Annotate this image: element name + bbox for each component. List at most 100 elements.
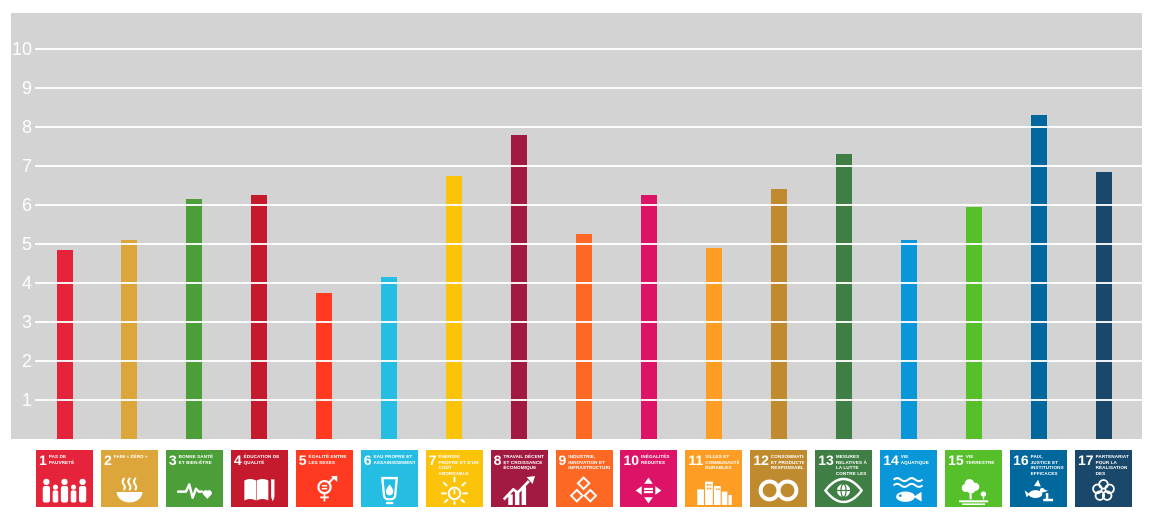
sdg-tile-head-7: 7 ÉNERGIE PROPRE ET D'UN COÛT ABORDABLE [429, 453, 480, 476]
heartbeat-heart-icon [169, 476, 220, 505]
bar-slot-sdg-8 [491, 13, 548, 439]
sdg-tile-number-9: 9 [558, 453, 567, 468]
sdg-tile-label-8: TRAVAIL DÉCENT ET CROISSANCE ÉCONOMIQUE [503, 454, 545, 470]
equality-arrows-icon [623, 476, 674, 505]
sdg-tile-head-11: 11 VILLES ET COMMUNAUTÉS DURABLES [688, 453, 739, 476]
growth-chart-icon [494, 476, 545, 505]
y-tick-label-1: 1 [21, 390, 32, 410]
gridline-9 [35, 87, 1142, 89]
sdg-tile-head-1: 1 PAS DE PAUVRETÉ [39, 453, 90, 476]
bowl-steam-icon [104, 476, 155, 505]
sdg-tile-number-1: 1 [39, 453, 47, 468]
sdg-tile-label-11: VILLES ET COMMUNAUTÉS DURABLES [705, 454, 740, 470]
sdg-tile-head-12: 12CONSOMMATION ET PRODUCTION RESPONSABLE… [753, 453, 804, 476]
sdg-tile-label-7: ÉNERGIE PROPRE ET D'UN COÛT ABORDABLE [438, 454, 479, 476]
eye-globe-icon [818, 476, 869, 505]
y-tick-label-7: 7 [21, 156, 32, 176]
sdg-tile-label-17: PARTENARIATS POUR LA RÉALISATION DES OBJ… [1095, 454, 1129, 476]
sdg-tile-label-10: INÉGALITÉS RÉDUITES [641, 454, 670, 465]
sdg-tile-number-3: 3 [168, 453, 177, 468]
sdg-tile-number-14: 14 [883, 453, 899, 468]
bars-row [36, 13, 1132, 439]
bar-sdg-3 [186, 199, 203, 439]
bar-slot-sdg-6 [361, 13, 418, 439]
sdg-tile-15: 15 VIE TERRESTRE [945, 450, 1003, 507]
y-tick-label-4: 4 [21, 273, 32, 293]
sdg-tile-2: 2 FAIM « ZÉRO » [100, 450, 158, 507]
gridline-5 [35, 243, 1142, 245]
sdg-tile-10: 10 INÉGALITÉS RÉDUITES [620, 450, 678, 507]
sdg-tile-label-13: MESURES RELATIVES À LA LUTTE CONTRE LES … [835, 454, 867, 476]
sdg-tile-6: 6 EAU PROPRE ET ASSAINISSEMENT [360, 450, 418, 507]
sdg-tile-number-8: 8 [493, 453, 502, 468]
bar-slot-sdg-3 [166, 13, 223, 439]
family-icon [39, 476, 90, 505]
sdg-tile-label-15: VIE TERRESTRE [965, 454, 995, 465]
gridline-8 [35, 126, 1142, 128]
sdg-tile-number-5: 5 [298, 453, 307, 468]
sdg-tile-label-4: ÉDUCATION DE QUALITÉ [243, 454, 280, 465]
sdg-tile-number-17: 17 [1078, 453, 1094, 468]
sdg-tile-head-13: 13 MESURES RELATIVES À LA LUTTE CONTRE LE… [818, 453, 869, 476]
bar-slot-sdg-12 [750, 13, 807, 439]
sdg-tile-label-2: FAIM « ZÉRO » [113, 454, 148, 459]
gridline-7 [35, 165, 1142, 167]
bar-sdg-13 [835, 154, 852, 439]
sdg-tile-label-5: ÉGALITÉ ENTRE LES SEXES [308, 454, 347, 465]
sdg-tile-label-12: CONSOMMATION ET PRODUCTION RESPONSABLES [770, 454, 804, 470]
bar-slot-sdg-2 [101, 13, 158, 439]
y-tick-label-9: 9 [21, 78, 32, 98]
y-tick-label-2: 2 [21, 351, 32, 371]
sdg-tile-9: 9 INDUSTRIE, INNOVATION ET INFRASTRUCTURE [555, 450, 613, 507]
bar-slot-sdg-7 [426, 13, 483, 439]
sdg-tile-number-10: 10 [623, 453, 640, 468]
bar-sdg-16 [1030, 115, 1047, 439]
sdg-tile-label-16: PAIX, JUSTICE ET INSTITUTIONS EFFICACES [1030, 454, 1064, 476]
sdg-tile-number-12: 12 [753, 453, 769, 468]
bar-sdg-1 [56, 249, 73, 439]
sdg-tile-head-6: 6 EAU PROPRE ET ASSAINISSEMENT [364, 453, 415, 476]
bar-slot-sdg-5 [296, 13, 353, 439]
fish-icon [883, 476, 934, 505]
sdg-tile-number-6: 6 [363, 453, 372, 468]
sdg-tile-3: 3 BONNE SANTÉ ET BIEN-ÊTRE [165, 450, 223, 507]
sdg-tile-head-5: 5 ÉGALITÉ ENTRE LES SEXES [299, 453, 350, 476]
bar-sdg-17 [1095, 171, 1112, 439]
bar-sdg-2 [121, 240, 138, 439]
open-book-icon [234, 476, 285, 505]
sdg-tile-12: 12CONSOMMATION ET PRODUCTION RESPONSABLE… [750, 450, 808, 507]
bar-sdg-7 [446, 175, 463, 439]
sdg-tile-11: 11 VILLES ET COMMUNAUTÉS DURABLES [685, 450, 743, 507]
sdg-tile-head-3: 3 BONNE SANTÉ ET BIEN-ÊTRE [169, 453, 220, 476]
sdg-tile-head-10: 10 INÉGALITÉS RÉDUITES [623, 453, 674, 476]
sdg-tile-5: 5 ÉGALITÉ ENTRE LES SEXES [295, 450, 353, 507]
bar-sdg-12 [770, 189, 787, 439]
bar-slot-sdg-17 [1075, 13, 1132, 439]
gridline-4 [35, 282, 1142, 284]
interlocking-circles-icon [1078, 476, 1129, 505]
bar-slot-sdg-9 [556, 13, 613, 439]
bar-slot-sdg-4 [231, 13, 288, 439]
sdg-tile-number-15: 15 [948, 453, 964, 468]
sdg-tile-label-14: VIE AQUATIQUE [900, 454, 929, 465]
gridline-2 [35, 360, 1142, 362]
y-tick-label-8: 8 [21, 117, 32, 137]
bar-slot-sdg-15 [945, 13, 1002, 439]
cubes-icon [559, 476, 610, 505]
sdg-tile-number-16: 16 [1013, 453, 1029, 468]
gridline-3 [35, 321, 1142, 323]
sdg-tile-number-4: 4 [233, 453, 242, 468]
sdg-tile-13: 13 MESURES RELATIVES À LA LUTTE CONTRE LE… [815, 450, 873, 507]
sdg-icons-row: 1 PAS DE PAUVRETÉ 2 FAIM « ZÉRO » 3 BONNE SAN… [36, 450, 1132, 507]
bar-sdg-11 [705, 247, 722, 439]
sdg-tile-head-8: 8 TRAVAIL DÉCENT ET CROISSANCE ÉCONOMIQUE [494, 453, 545, 476]
gender-equality-icon [299, 476, 350, 505]
sun-energy-icon [429, 476, 480, 505]
bar-slot-sdg-16 [1010, 13, 1067, 439]
y-tick-label-6: 6 [21, 195, 32, 215]
bar-sdg-9 [576, 234, 592, 439]
plot-area: 1 2 3 4 5 6 7 8 9 10 [11, 13, 1142, 439]
sdg-tile-label-6: EAU PROPRE ET ASSAINISSEMENT [373, 454, 415, 465]
